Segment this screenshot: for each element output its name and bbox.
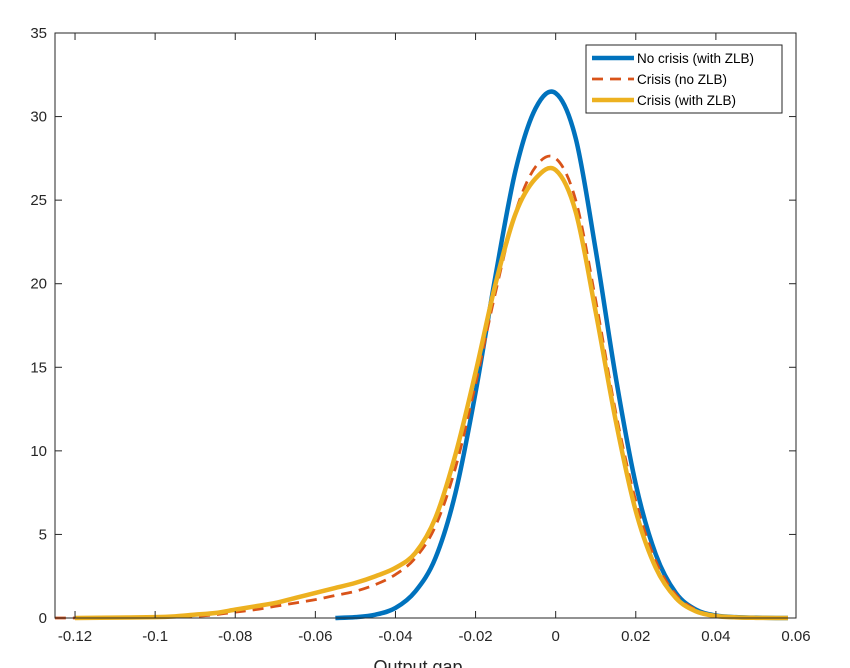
- y-tick-label: 35: [30, 25, 47, 42]
- series-line-crisis-with-zlb: [75, 165, 788, 621]
- y-tick-label: 25: [30, 192, 47, 209]
- legend-label: Crisis (with ZLB): [637, 93, 736, 108]
- x-tick-label: -0.1: [142, 628, 168, 645]
- y-tick-label: 10: [30, 443, 47, 460]
- x-axis-label: Output gap: [373, 657, 462, 668]
- x-tick-label: -0.04: [378, 628, 412, 645]
- x-tick-label: 0.02: [621, 628, 650, 645]
- y-tick-label: 20: [30, 276, 47, 293]
- plot-area: [55, 33, 796, 618]
- x-tick-label: -0.12: [58, 628, 92, 645]
- y-tick-label: 5: [39, 526, 47, 543]
- y-axis: 0 5 10 15 20 25 30 35: [30, 25, 796, 627]
- legend: No crisis (with ZLB) Crisis (no ZLB) Crisi…: [585, 44, 783, 114]
- x-tick-label: -0.02: [458, 628, 492, 645]
- x-tick-label: 0.04: [701, 628, 730, 645]
- x-tick-label: -0.08: [218, 628, 252, 645]
- y-tick-label: 30: [30, 109, 47, 126]
- x-tick-label: -0.06: [298, 628, 332, 645]
- y-tick-label: 15: [30, 359, 47, 376]
- x-tick-label: 0: [552, 628, 560, 645]
- legend-label: Crisis (no ZLB): [637, 72, 727, 87]
- plot-frame: [54, 32, 797, 619]
- legend-label: No crisis (with ZLB): [637, 51, 754, 66]
- y-tick-label: 0: [39, 610, 47, 627]
- x-tick-label: 0.06: [781, 628, 810, 645]
- x-axis: -0.12 -0.1 -0.08 -0.06 -0.04 -0.02 0 0.02 0.04 0.…: [58, 33, 811, 645]
